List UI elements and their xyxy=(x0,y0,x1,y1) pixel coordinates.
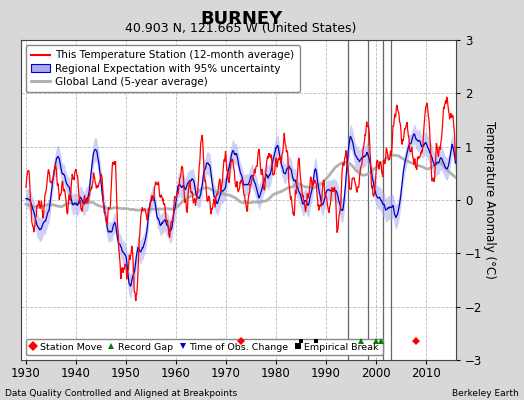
Text: Data Quality Controlled and Aligned at Breakpoints: Data Quality Controlled and Aligned at B… xyxy=(5,389,237,398)
Text: Berkeley Earth: Berkeley Earth xyxy=(452,389,519,398)
Text: 40.903 N, 121.665 W (United States): 40.903 N, 121.665 W (United States) xyxy=(125,22,357,35)
Y-axis label: Temperature Anomaly (°C): Temperature Anomaly (°C) xyxy=(483,121,496,279)
Text: BURNEY: BURNEY xyxy=(200,10,282,28)
Legend: Station Move, Record Gap, Time of Obs. Change, Empirical Break: Station Move, Record Gap, Time of Obs. C… xyxy=(26,339,383,355)
